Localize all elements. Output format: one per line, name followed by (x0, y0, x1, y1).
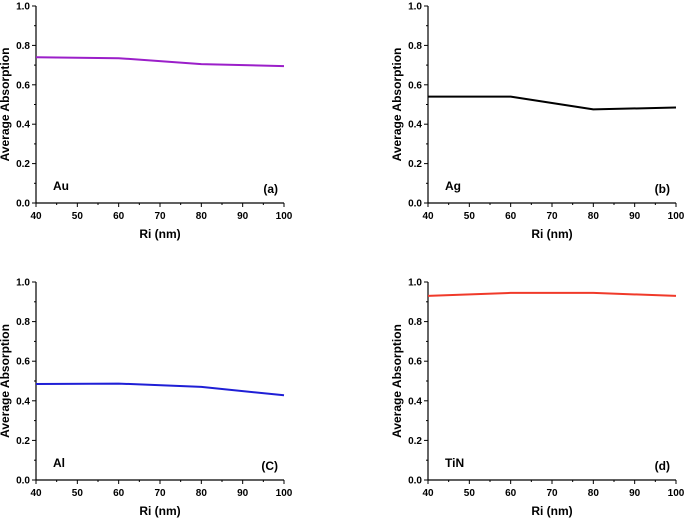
panel-tag: (a) (263, 182, 278, 196)
x-tick-label: 50 (72, 488, 84, 499)
x-tick-label: 60 (505, 488, 517, 499)
y-tick-label: 0.2 (16, 159, 30, 170)
y-tick-label: 0.2 (16, 436, 30, 447)
y-tick-label: 0.6 (16, 80, 30, 91)
x-axis-title: Ri (nm) (531, 227, 572, 241)
x-tick-label: 80 (196, 488, 208, 499)
x-tick-label: 70 (154, 488, 166, 499)
y-tick-label: 0.8 (408, 317, 422, 328)
x-axis-title: Ri (nm) (531, 504, 572, 518)
y-tick-label: 0.8 (16, 317, 30, 328)
panel-au: 40 50 60 70 80 90 100 0.0 0.2 0.4 0.6 0.8 1.0 Ri (nm)… (0, 2, 293, 242)
x-tick-label: 90 (237, 488, 249, 499)
y-tick-label: 0.4 (16, 120, 30, 131)
series-line-al (35, 382, 285, 397)
x-tick-label: 70 (154, 211, 166, 222)
y-tick-label: 0.0 (16, 199, 30, 210)
x-tick-label: 40 (422, 488, 434, 499)
material-label: Au (53, 179, 69, 193)
y-tick-label: 0.8 (16, 41, 30, 52)
x-tick-label: 90 (237, 211, 249, 222)
x-tick-label: 90 (629, 488, 641, 499)
y-tick-label: 0.6 (408, 357, 422, 368)
y-axis-title: Average Absorption (0, 48, 12, 162)
y-axis-title: Average Absorption (0, 324, 12, 438)
material-label: Al (53, 456, 65, 470)
y-tick-label: 0.0 (408, 199, 422, 210)
x-tick-label: 80 (588, 488, 600, 499)
y-tick-label: 0.2 (408, 159, 422, 170)
x-tick-label: 100 (276, 488, 293, 499)
x-tick-label: 80 (588, 211, 600, 222)
y-tick-label: 0.4 (408, 120, 422, 131)
y-tick-label: 0.2 (408, 436, 422, 447)
x-tick-label: 100 (668, 211, 685, 222)
y-tick-label: 0.6 (16, 357, 30, 368)
material-label: TiN (445, 456, 464, 470)
panel-tin: 40 50 60 70 80 90 100 0.0 0.2 0.4 0.6 0.8 1.0 Ri (nm)… (390, 278, 685, 519)
x-tick-label: 100 (668, 488, 685, 499)
y-tick-label: 0.6 (408, 80, 422, 91)
y-tick-label: 1.0 (16, 278, 30, 289)
x-tick-label: 60 (113, 488, 125, 499)
y-tick-label: 0.8 (408, 41, 422, 52)
x-tick-label: 60 (113, 211, 125, 222)
series-line-au (35, 56, 285, 68)
panel-al: 40 50 60 70 80 90 100 0.0 0.2 0.4 0.6 0.8 1.0 Ri (nm)… (0, 278, 293, 519)
y-tick-label: 0.4 (16, 396, 30, 407)
panel-tag: (C) (261, 459, 278, 473)
y-tick-label: 1.0 (408, 278, 422, 289)
y-axis-title: Average Absorption (390, 48, 404, 162)
x-tick-label: 90 (629, 211, 641, 222)
x-tick-label: 40 (422, 211, 434, 222)
panel-tag: (d) (655, 459, 670, 473)
series-line-ag (428, 95, 677, 111)
x-tick-label: 50 (464, 488, 476, 499)
series-line-tin (427, 291, 677, 297)
x-axis-title: Ri (nm) (139, 227, 180, 241)
material-label: Ag (445, 179, 461, 193)
y-axis-title: Average Absorption (390, 324, 404, 438)
y-tick-label: 0.0 (408, 476, 422, 487)
x-tick-label: 100 (276, 211, 293, 222)
panel-tag: (b) (655, 182, 670, 196)
panel-ag: 40 50 60 70 80 90 100 0.0 0.2 0.4 0.6 0.8 1.0 Ri (nm)… (390, 2, 685, 242)
x-tick-label: 40 (30, 211, 42, 222)
x-tick-label: 70 (546, 488, 558, 499)
y-tick-label: 0.0 (16, 476, 30, 487)
y-tick-label: 1.0 (408, 2, 422, 13)
x-tick-label: 50 (72, 211, 84, 222)
x-tick-label: 60 (505, 211, 517, 222)
y-tick-label: 1.0 (16, 2, 30, 13)
x-tick-label: 50 (464, 211, 476, 222)
x-tick-label: 70 (546, 211, 558, 222)
x-tick-label: 80 (196, 211, 208, 222)
y-tick-label: 0.4 (408, 396, 422, 407)
x-axis-title: Ri (nm) (139, 504, 180, 518)
x-tick-label: 40 (30, 488, 42, 499)
